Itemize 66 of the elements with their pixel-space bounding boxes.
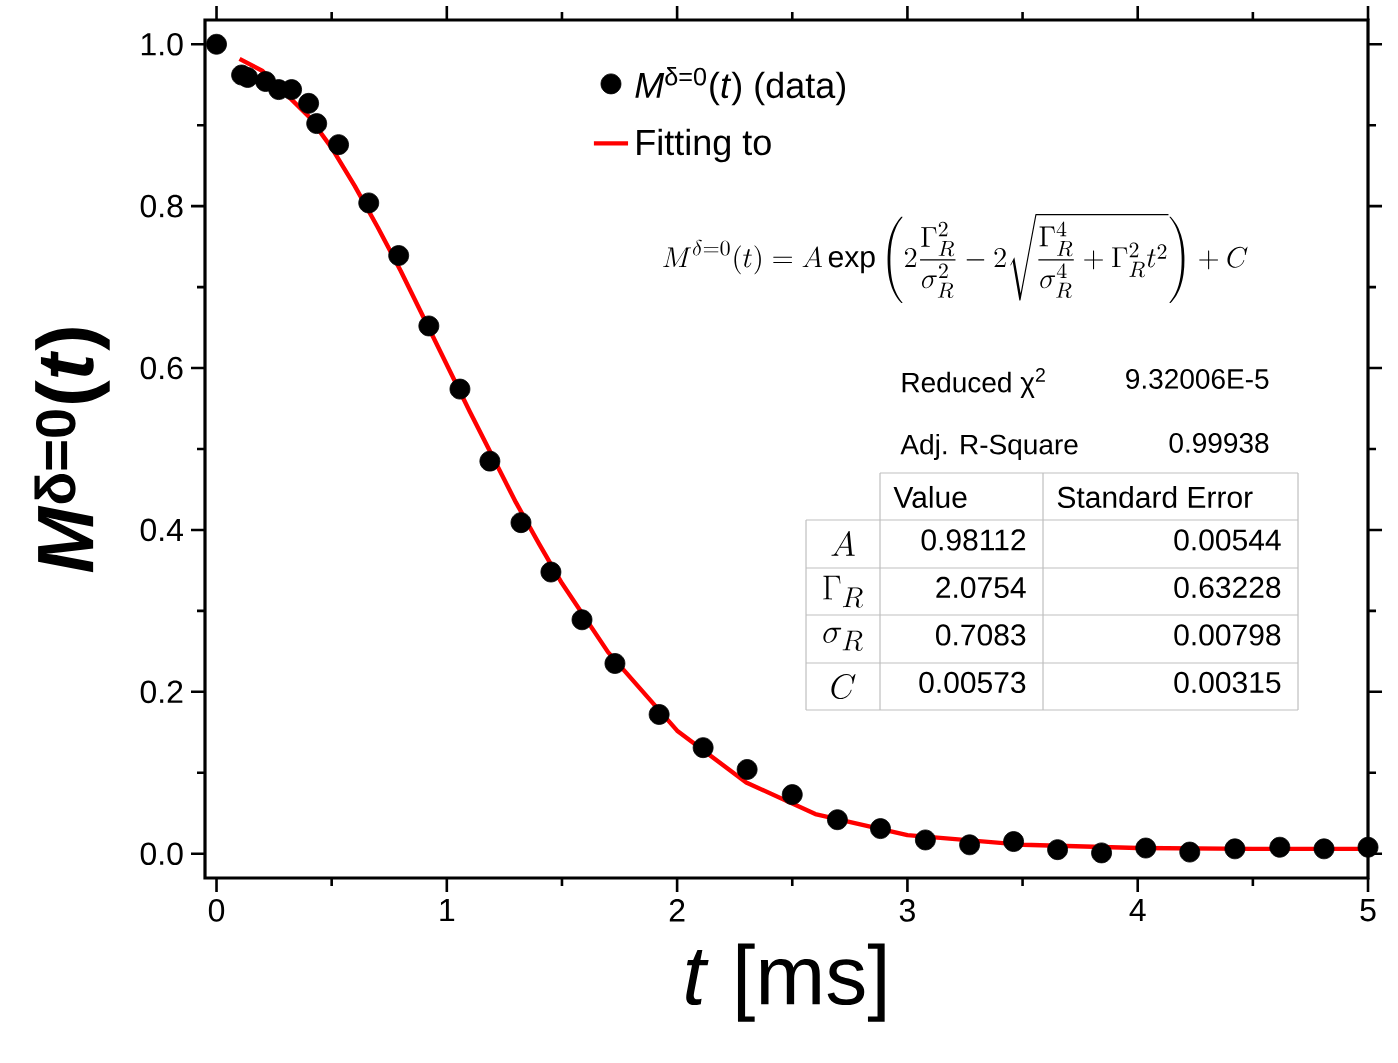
point <box>237 67 259 88</box>
y-axis-title: M$^{δ=0}$(t) <box>34 328 110 573</box>
annotation: 0.00544 <box>1174 529 1281 551</box>
annotation: 0.7083 <box>936 624 1026 646</box>
point <box>418 315 440 337</box>
annotation: 0.00573 <box>919 671 1026 694</box>
point <box>1313 838 1335 860</box>
point <box>1047 839 1068 861</box>
y-tick-label: 0.6 <box>140 356 183 380</box>
annotation: 0.63228 <box>1174 576 1281 599</box>
annotation: 0.00798 <box>1174 624 1281 646</box>
point <box>736 759 758 780</box>
y-tick-label: 1.0 <box>141 32 183 56</box>
point <box>1091 842 1112 864</box>
point <box>604 653 626 674</box>
point <box>328 134 349 156</box>
point <box>1224 838 1246 860</box>
point <box>1135 837 1157 859</box>
point <box>1357 836 1379 858</box>
x-tick-label: 0 <box>208 899 225 922</box>
annotation: Adj. R-Square <box>900 433 1078 461</box>
annotation: 0.98112 <box>921 529 1026 551</box>
point <box>571 609 593 631</box>
point <box>358 192 380 214</box>
annotation: Standard Error <box>1057 485 1253 508</box>
point <box>870 818 891 840</box>
y-tick-label: 0.4 <box>140 518 183 542</box>
x-tick-label: 1 <box>440 899 455 922</box>
point <box>388 245 410 266</box>
y-tick-label: 0.2 <box>140 680 183 704</box>
point <box>206 33 227 55</box>
annotation: $\Gamma_R$ <box>823 575 863 608</box>
point <box>510 512 532 534</box>
annotation: 2.0754 <box>936 576 1026 599</box>
point <box>449 378 471 400</box>
x-axis-title: t [ms] <box>686 943 885 1022</box>
legend-label: M$^{δ=0}$(t) (data) <box>635 67 845 106</box>
annotation: 0.00315 <box>1174 671 1281 694</box>
point <box>298 92 320 114</box>
point <box>781 784 803 806</box>
point <box>648 704 670 725</box>
y-tick-label: 0.8 <box>140 194 183 218</box>
x-tick-label: 4 <box>1129 899 1146 922</box>
legend-label: Fitting to <box>637 128 771 163</box>
point <box>540 561 562 583</box>
annotation: $M^{\delta=0}(t) = A\exp\left(2\frac{\Gamma_R^2}{\sigma_R^2}-2\sqrt{\frac{\Gamma_R^4}{\sigma_R^4}+\Gamma_R^2t^2}\right)+C$ <box>663 214 1248 304</box>
annotation: $C$ <box>831 673 856 700</box>
annotation: 9.32006E-5 <box>1126 369 1269 389</box>
annotation: $A$ <box>831 531 855 556</box>
point <box>1003 831 1024 852</box>
y-tick-label: 0.0 <box>140 842 183 866</box>
x-tick-label: 2 <box>669 899 685 922</box>
point <box>479 450 501 472</box>
x-tick-label: 3 <box>899 899 915 922</box>
annotation: $\sigma_R$ <box>823 627 863 651</box>
point <box>1269 836 1291 858</box>
point <box>827 809 848 831</box>
annotation: 0.99938 <box>1169 433 1269 453</box>
point <box>914 829 936 851</box>
point <box>306 113 328 134</box>
annotation: Reduced χ$^{2}$ <box>902 368 1045 398</box>
point <box>1179 841 1201 863</box>
x-tick-label: 5 <box>1360 899 1376 922</box>
point <box>959 834 980 856</box>
point <box>692 737 714 759</box>
annotation: Value <box>893 485 967 508</box>
